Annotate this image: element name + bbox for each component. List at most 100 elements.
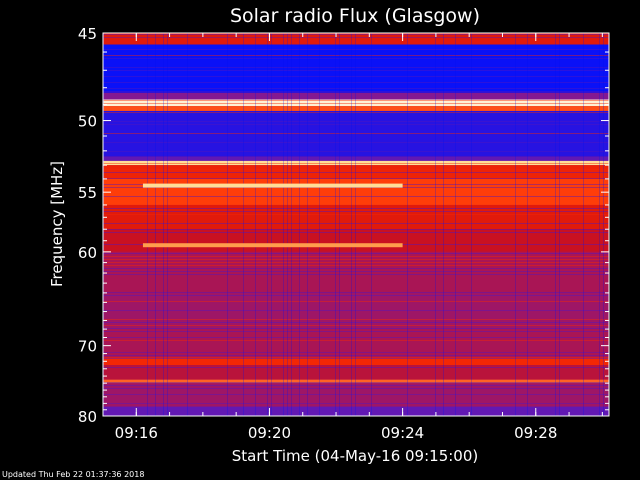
channel-texture-line — [103, 325, 609, 326]
time-texture-line — [147, 33, 148, 416]
channel-texture-line — [103, 331, 609, 332]
frequency-band-10 — [103, 204, 609, 230]
channel-texture-line — [103, 58, 609, 59]
channel-texture-line — [103, 256, 609, 257]
channel-texture-line — [103, 103, 609, 104]
chart-title: Solar radio Flux (Glasgow) — [230, 5, 480, 27]
channel-texture-line — [103, 223, 609, 224]
time-texture-line — [291, 33, 292, 416]
channel-texture-line — [103, 178, 609, 179]
frequency-band-4 — [103, 106, 609, 111]
time-texture-line — [583, 33, 584, 416]
channel-texture-line — [103, 259, 609, 260]
frequency-band-17 — [103, 379, 609, 384]
frequency-band-1 — [103, 44, 609, 93]
channel-texture-line — [103, 121, 609, 122]
time-texture-line — [471, 33, 472, 416]
time-texture-line — [307, 33, 308, 416]
time-texture-line — [443, 33, 444, 416]
frequency-band-12 — [103, 251, 609, 293]
channel-texture-line — [103, 385, 609, 386]
y-tick-label: 50 — [78, 113, 97, 131]
channel-texture-line — [103, 328, 609, 329]
channel-texture-line — [103, 355, 609, 356]
channel-texture-line — [103, 67, 609, 68]
time-texture-line — [435, 33, 436, 416]
channel-texture-line — [103, 214, 609, 215]
channel-texture-line — [103, 295, 609, 296]
y-tick-label: 55 — [78, 184, 97, 202]
channel-texture-line — [103, 91, 609, 92]
time-texture-line — [515, 33, 516, 416]
channel-texture-line — [103, 262, 609, 263]
plot-frame — [102, 32, 610, 417]
time-texture-line — [355, 33, 356, 416]
channel-texture-line — [103, 322, 609, 323]
channel-texture-line — [103, 232, 609, 233]
time-texture-line — [243, 33, 244, 416]
channel-texture-line — [103, 352, 609, 353]
channel-texture-line — [103, 310, 609, 311]
time-texture-line — [559, 33, 560, 416]
channel-texture-line — [103, 388, 609, 389]
channel-texture-line — [103, 265, 609, 266]
channel-texture-line — [103, 55, 609, 56]
channel-texture-line — [103, 337, 609, 338]
frequency-band-5 — [103, 110, 609, 157]
channel-texture-line — [103, 151, 609, 152]
x-tick-label: 09:28 — [514, 424, 557, 442]
x-tick-label: 09:16 — [115, 424, 158, 442]
channel-texture-line — [103, 112, 609, 113]
time-texture-line — [351, 33, 352, 416]
time-texture-line — [163, 33, 164, 416]
frequency-band-8 — [103, 165, 609, 179]
frequency-band-16 — [103, 365, 609, 380]
channel-texture-line — [103, 367, 609, 368]
channel-texture-line — [103, 358, 609, 359]
y-axis-label: Frequency [MHz] — [48, 161, 66, 287]
channel-texture-line — [103, 49, 609, 50]
y-tick-label: 80 — [78, 408, 97, 426]
channel-texture-line — [103, 403, 609, 404]
channel-texture-line — [103, 340, 609, 341]
channel-texture-line — [103, 196, 609, 197]
channel-texture-line — [103, 82, 609, 83]
time-texture-line — [267, 33, 268, 416]
channel-texture-line — [103, 274, 609, 275]
frequency-band-15 — [103, 357, 609, 366]
channel-texture-line — [103, 37, 609, 38]
frequency-band-19 — [103, 406, 609, 416]
channel-texture-line — [103, 163, 609, 164]
frequency-band-13 — [103, 292, 609, 330]
channel-texture-line — [103, 211, 609, 212]
channel-texture-line — [103, 268, 609, 269]
channel-texture-line — [103, 361, 609, 362]
plot-area — [103, 33, 609, 416]
channel-texture-line — [103, 229, 609, 230]
channel-texture-line — [103, 76, 609, 77]
frequency-band-2 — [103, 92, 609, 100]
y-tick-label: 45 — [78, 25, 97, 43]
time-texture-line — [255, 33, 256, 416]
time-texture-line — [527, 33, 528, 416]
frequency-band-3 — [103, 99, 609, 107]
channel-texture-line — [103, 142, 609, 143]
channel-texture-line — [103, 124, 609, 125]
frequency-band-6 — [103, 156, 609, 161]
channel-texture-line — [103, 208, 609, 209]
channel-texture-line — [103, 319, 609, 320]
channel-texture-line — [103, 88, 609, 89]
time-texture-line — [167, 33, 168, 416]
frequency-band-14 — [103, 329, 609, 358]
axis-ticks: 45 50 55 60 70 80 09:16 09:20 09:24 09:28 — [78, 25, 609, 442]
frequency-band-0 — [103, 33, 609, 45]
time-texture-line — [371, 33, 372, 416]
time-texture-line — [603, 33, 604, 416]
x-axis-label: Start Time (04-May-16 09:15:00) — [232, 447, 478, 465]
x-tick-label: 09:20 — [248, 424, 291, 442]
channel-texture-line — [103, 169, 609, 170]
channel-texture-line — [103, 133, 609, 134]
channel-texture-line — [103, 301, 609, 302]
channel-texture-line — [103, 382, 609, 383]
